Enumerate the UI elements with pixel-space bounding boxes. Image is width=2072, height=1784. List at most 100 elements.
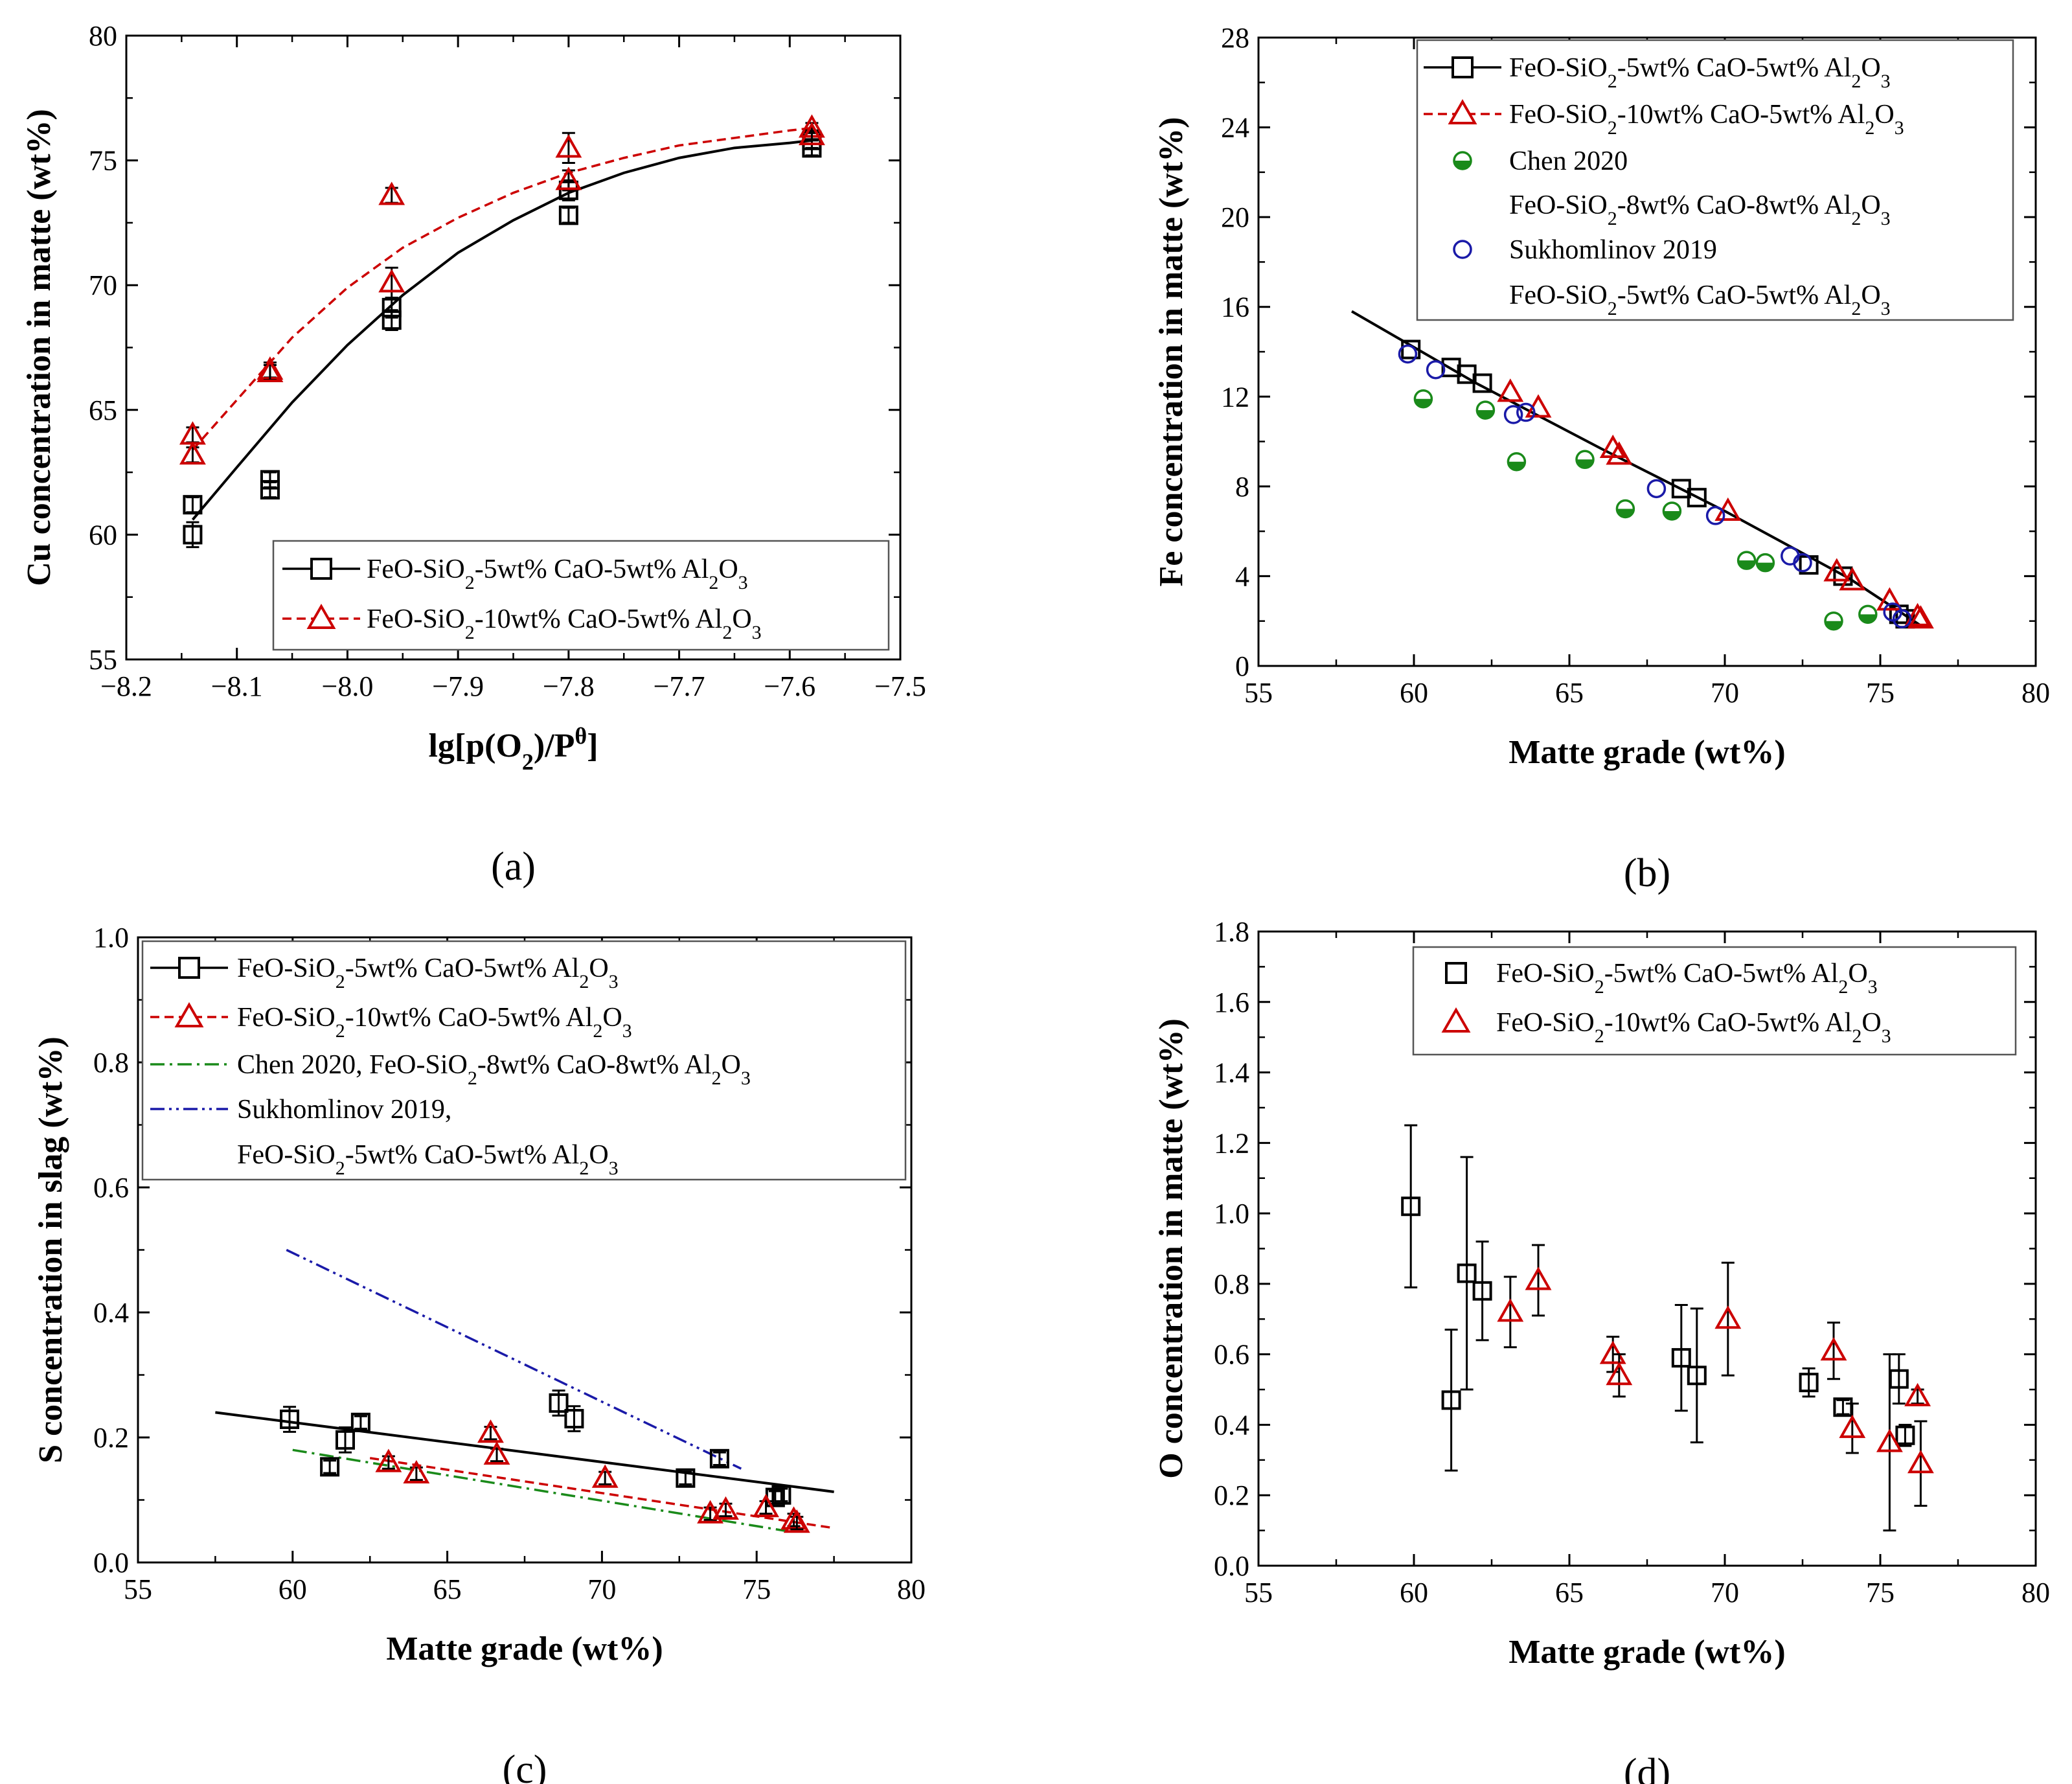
data-point bbox=[1401, 1196, 1421, 1217]
series-1 bbox=[183, 130, 822, 549]
legend-label: Chen 2020, FeO-SiO2-8wt% CaO-8wt% Al2O3 bbox=[237, 1050, 751, 1089]
data-point bbox=[1904, 602, 1931, 626]
y-tick-label: 1.6 bbox=[1214, 987, 1249, 1018]
y-tick-label: 60 bbox=[89, 519, 117, 551]
y-tick-label: 0.6 bbox=[1214, 1339, 1249, 1371]
series-3 bbox=[1413, 389, 1878, 631]
x-tick-label: 65 bbox=[1555, 677, 1584, 709]
y-tick-label: 1.0 bbox=[93, 922, 129, 954]
legend-label: FeO-SiO2-10wt% CaO-5wt% Al2O3 bbox=[367, 604, 762, 643]
data-point bbox=[1736, 551, 1757, 570]
data-point bbox=[1714, 1305, 1742, 1329]
y-axis-title: Fe concentration in matte (wt%) bbox=[1153, 117, 1190, 587]
x-tick-label: 80 bbox=[897, 1573, 926, 1605]
x-tick-label: −7.5 bbox=[874, 670, 926, 702]
data-point bbox=[591, 1464, 619, 1488]
data-point bbox=[1401, 339, 1421, 360]
y-tick-label: 0.0 bbox=[1214, 1550, 1249, 1582]
panel-label: (c) bbox=[503, 1748, 547, 1784]
x-tick-label: 75 bbox=[1866, 1577, 1895, 1608]
legend-marker bbox=[1453, 240, 1472, 259]
y-tick-label: 0.4 bbox=[93, 1297, 129, 1329]
x-tick-label: 60 bbox=[1400, 1577, 1428, 1608]
x-tick-label: 55 bbox=[1244, 1577, 1273, 1608]
legend-marker bbox=[1448, 98, 1477, 124]
series-1 bbox=[280, 1389, 791, 1507]
legend-box bbox=[272, 540, 890, 651]
y-axis-title: Cu concentration in matte (wt%) bbox=[21, 109, 58, 586]
data-point bbox=[1687, 488, 1707, 508]
y-tick-label: 1.4 bbox=[1214, 1057, 1249, 1089]
legend: FeO-SiO2-5wt% CaO-5wt% Al2O3 FeO-SiO2-10w… bbox=[272, 540, 890, 651]
legend-box bbox=[1416, 39, 2014, 321]
data-point bbox=[1507, 452, 1527, 472]
data-point bbox=[697, 1500, 723, 1524]
y-tick-label: 28 bbox=[1221, 22, 1249, 54]
panel-b: 55 60 65 70 75 80 0 4 8 12 16 20 24 28 Matte grade (wt… bbox=[1153, 22, 2050, 895]
x-tick-label: 65 bbox=[1555, 1577, 1584, 1608]
y-axis-title: O concentration in matte (wt%) bbox=[1153, 1018, 1190, 1479]
data-point bbox=[1823, 558, 1850, 582]
data-point bbox=[1497, 1298, 1524, 1322]
y-tick-label: 8 bbox=[1235, 471, 1249, 503]
data-point bbox=[1892, 609, 1912, 628]
panel-label: (d) bbox=[1624, 1751, 1670, 1784]
x-tick-label: 70 bbox=[1711, 1577, 1739, 1608]
panel-a: −8.2 −8.1 −8.0 −7.9 −7.8 −7.7 −7.6 −7.5 55 60 65 70… bbox=[21, 20, 926, 889]
y-tick-label: 1.8 bbox=[1214, 916, 1249, 948]
data-point bbox=[1606, 1362, 1633, 1386]
y-tick-label: 0.2 bbox=[1214, 1480, 1249, 1511]
y-tick-label: 0 bbox=[1235, 650, 1249, 682]
data-point bbox=[335, 1430, 355, 1450]
y-tick-label: 55 bbox=[89, 644, 117, 676]
data-point bbox=[1503, 405, 1523, 424]
data-point bbox=[712, 1496, 739, 1520]
x-axis-title: Matte grade (wt%) bbox=[1508, 734, 1785, 771]
data-point bbox=[260, 480, 280, 500]
series-1 bbox=[1401, 1124, 1915, 1472]
y-tick-label: 80 bbox=[89, 20, 117, 52]
y-tick-label: 16 bbox=[1221, 292, 1249, 323]
data-point bbox=[1606, 441, 1633, 465]
x-tick-label: −7.7 bbox=[654, 670, 705, 702]
data-point bbox=[1398, 344, 1418, 364]
x-axis-title: Matte grade (wt%) bbox=[1508, 1634, 1785, 1671]
data-point bbox=[256, 358, 284, 383]
legend-marker bbox=[306, 603, 336, 629]
panel-c: 55 60 65 70 75 80 0.0 0.2 0.4 0.6 0.8 1.0 Matte grad… bbox=[32, 922, 926, 1784]
data-point bbox=[1599, 1340, 1626, 1364]
x-axis-title: lg[p(O2)/Pθ] bbox=[428, 723, 598, 775]
data-point bbox=[350, 1412, 370, 1432]
data-point bbox=[1799, 1373, 1819, 1393]
data-point bbox=[1907, 605, 1934, 629]
legend-marker bbox=[174, 1001, 204, 1027]
x-tick-label: −8.2 bbox=[100, 670, 152, 702]
series-2 bbox=[1497, 1244, 1934, 1532]
data-point bbox=[1824, 611, 1843, 631]
y-tick-label: 70 bbox=[89, 269, 117, 301]
data-point bbox=[378, 181, 405, 205]
legend-box bbox=[1412, 946, 2017, 1056]
x-tick-label: 60 bbox=[279, 1573, 307, 1605]
legend-marker bbox=[1445, 962, 1467, 984]
legend: FeO-SiO2-5wt% CaO-5wt% Al2O3 FeO-SiO2-10w… bbox=[141, 940, 907, 1181]
data-point bbox=[1705, 506, 1725, 525]
x-tick-label: 75 bbox=[742, 1573, 771, 1605]
data-point bbox=[771, 1485, 791, 1505]
y-tick-label: 4 bbox=[1235, 560, 1249, 592]
data-point bbox=[1475, 400, 1496, 420]
legend-label: Chen 2020 bbox=[1509, 146, 1628, 176]
y-tick-label: 0.2 bbox=[93, 1422, 129, 1454]
legend: FeO-SiO2-5wt% CaO-5wt% Al2O3 FeO-SiO2-10w… bbox=[1416, 39, 2014, 321]
x-tick-label: 55 bbox=[1244, 677, 1273, 709]
data-point bbox=[549, 1393, 569, 1413]
data-point bbox=[676, 1468, 696, 1488]
x-tick-label: 80 bbox=[2021, 1577, 2050, 1608]
fit-line-2 bbox=[192, 126, 812, 451]
data-point bbox=[179, 441, 206, 465]
fit-line-1 bbox=[215, 1411, 834, 1493]
data-point bbox=[1662, 501, 1682, 521]
x-tick-label: 60 bbox=[1400, 677, 1428, 709]
data-point bbox=[378, 269, 405, 293]
